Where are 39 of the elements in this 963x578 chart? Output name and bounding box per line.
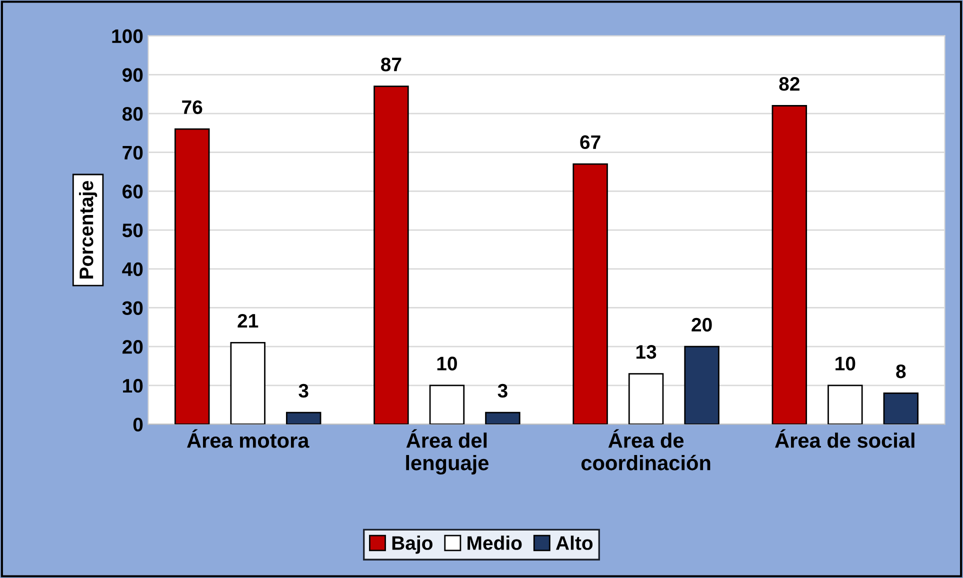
bar — [883, 392, 919, 424]
data-label: 10 — [836, 356, 856, 370]
y-tick-label: 30 — [122, 301, 143, 315]
data-label: 10 — [437, 356, 457, 370]
data-label: 20 — [692, 318, 712, 332]
y-tick-label: 40 — [122, 262, 143, 276]
bar — [684, 346, 720, 424]
bar — [485, 412, 520, 424]
y-tick-label: 90 — [122, 68, 143, 82]
data-label: 3 — [298, 384, 308, 398]
bar — [772, 105, 808, 424]
bar — [374, 86, 409, 424]
y-tick-label: 0 — [133, 418, 143, 432]
data-label: 3 — [498, 384, 508, 398]
legend-label: Bajo — [392, 536, 432, 554]
y-tick-label: 20 — [122, 340, 143, 354]
data-label: 8 — [896, 364, 906, 378]
y-tick-label: 10 — [123, 378, 143, 393]
data-label: 21 — [238, 314, 258, 328]
y-axis-title: Porcentaje — [78, 180, 98, 278]
y-tick-label: 50 — [122, 224, 143, 238]
data-label: 67 — [580, 135, 600, 150]
data-label: 13 — [636, 345, 656, 359]
x-tick-label: Área del lenguaje — [406, 429, 488, 475]
legend-label: Medio — [468, 536, 522, 550]
y-tick-label: 80 — [122, 106, 143, 121]
data-label: 76 — [182, 100, 202, 114]
bar — [174, 128, 210, 424]
data-label: 87 — [381, 58, 402, 72]
bar — [572, 163, 608, 424]
x-tick-label: Área motora — [187, 429, 310, 448]
y-tick-label: 60 — [122, 184, 143, 198]
x-tick-label: Área de coordinación — [581, 429, 710, 470]
legend-label: Alto — [556, 536, 593, 550]
data-label: 82 — [779, 77, 800, 91]
x-tick-label: Área de social — [775, 429, 914, 448]
y-tick-label: 100 — [112, 29, 143, 44]
y-tick-label: 70 — [122, 146, 143, 160]
bar — [286, 412, 322, 424]
